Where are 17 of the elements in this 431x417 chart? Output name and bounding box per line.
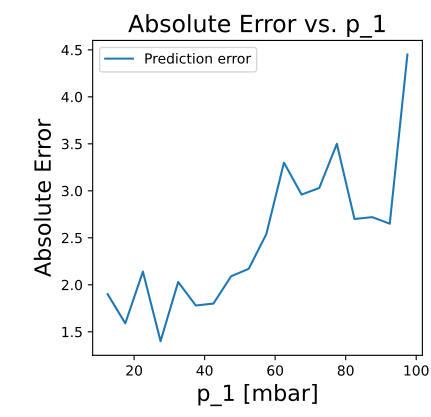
y-axis-title: Absolute Error — [34, 118, 51, 277]
x-tick-label: 100 — [404, 365, 429, 376]
x-tick-label: 80 — [338, 365, 354, 376]
y-tick-label: 2.0 — [62, 280, 82, 290]
chart-title: Absolute Error vs. p_1 — [128, 14, 385, 38]
y-tick-label: 2.5 — [62, 232, 82, 244]
y-tick-label: 4.5 — [62, 45, 82, 56]
y-tick-label: 3.0 — [62, 186, 82, 196]
x-tick-label: 20 — [126, 365, 142, 376]
y-tick-label: 3.5 — [62, 138, 82, 150]
x-axis-title: p_1 [mbar] — [198, 384, 317, 406]
x-tick-label: 60 — [267, 365, 284, 376]
legend-label: Prediction error — [145, 52, 252, 64]
y-tick-label: 4.0 — [62, 92, 82, 102]
x-tick-label: 40 — [196, 365, 213, 376]
y-tick-label: 1.5 — [62, 326, 82, 338]
line-series — [106, 54, 408, 342]
